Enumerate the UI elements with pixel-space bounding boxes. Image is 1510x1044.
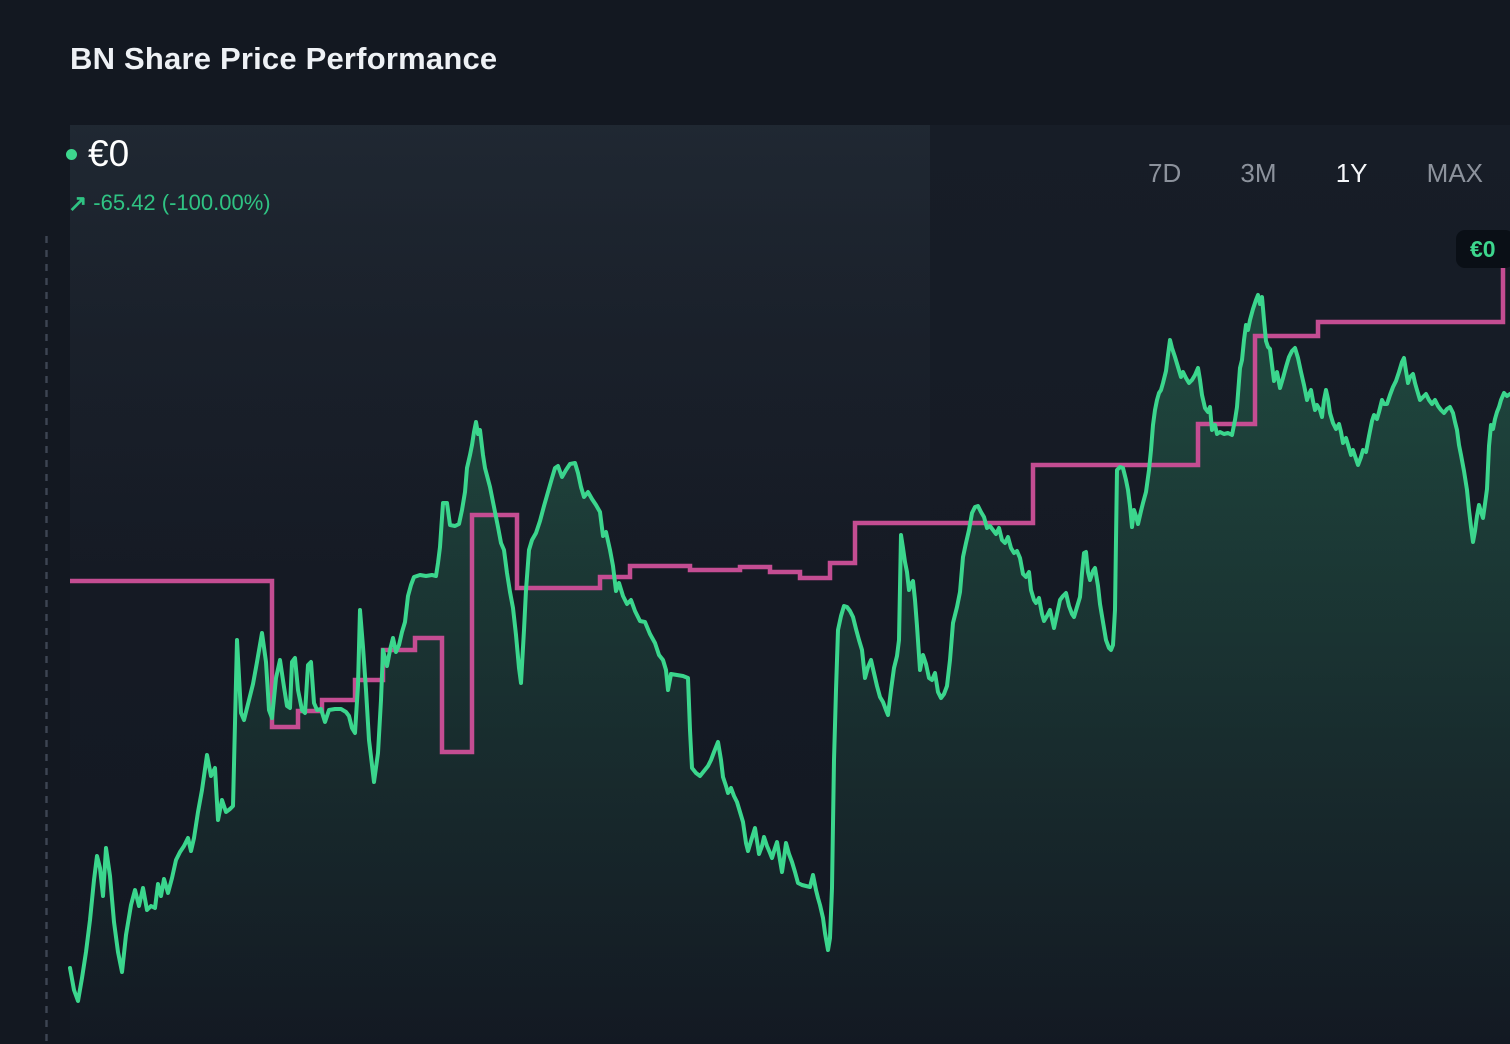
range-1y[interactable]: 1Y xyxy=(1335,158,1368,188)
range-3m[interactable]: 3M xyxy=(1240,158,1277,188)
range-max[interactable]: MAX xyxy=(1426,158,1483,188)
price-change-text: -65.42 (-100.00%) xyxy=(93,190,271,215)
price-area-fill xyxy=(70,295,1510,1044)
price-change-row: ↗ -65.42 (-100.00%) xyxy=(68,190,271,216)
page-title: BN Share Price Performance xyxy=(70,41,498,76)
range-selector: 7D 3M 1Y MAX xyxy=(1148,158,1483,188)
benchmark-step-line xyxy=(70,255,1510,755)
current-price-row: €0 xyxy=(66,133,129,175)
trend-arrow-icon: ↗ xyxy=(68,190,88,216)
price-line xyxy=(68,293,1510,1003)
edge-price-label: €0 xyxy=(1456,230,1510,268)
series-dot-icon xyxy=(66,148,77,160)
range-7d[interactable]: 7D xyxy=(1148,158,1182,188)
current-price-value: €0 xyxy=(88,133,130,174)
